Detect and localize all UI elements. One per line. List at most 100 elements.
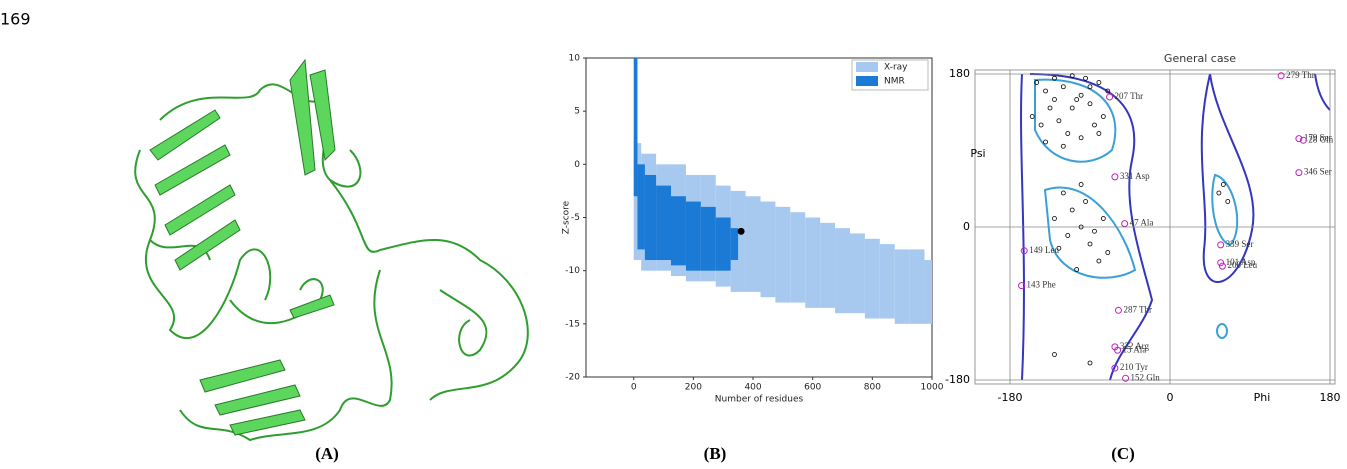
residue-range <box>775 206 791 303</box>
y-tick-label: 0 <box>574 160 580 170</box>
residue-range <box>790 212 806 303</box>
outlier-label: 143 Phe <box>1027 280 1056 290</box>
x-axis-label: Number of residues <box>715 395 804 405</box>
residue-range <box>671 196 686 266</box>
residue-range <box>909 249 925 324</box>
outlier-label: 152 Gln <box>1131 372 1161 382</box>
x-tick-label: 180 <box>1320 391 1341 404</box>
outlier-label: 339 Ser <box>1226 239 1254 249</box>
residue-point <box>1069 73 1075 79</box>
legend-swatch <box>856 76 878 86</box>
y-tick-label: 0 <box>963 220 970 233</box>
x-tick-label: 600 <box>804 383 821 393</box>
outlier-point <box>1114 346 1122 354</box>
protein-strands <box>149 58 336 436</box>
outlier-point <box>1121 220 1129 228</box>
chart-title: General case <box>1164 52 1236 65</box>
legend-swatch <box>856 62 878 72</box>
x-axis-label: Phi <box>1254 391 1271 404</box>
outlier-point <box>1020 247 1028 255</box>
outlier-label: 28 Gln <box>1308 134 1333 144</box>
y-tick-label: -180 <box>945 373 970 386</box>
outlier-label: 149 Leu <box>1029 245 1059 255</box>
residue-point <box>1078 92 1084 98</box>
residue-point <box>1096 258 1102 264</box>
residue-point <box>1043 88 1048 94</box>
x-tick-label: 800 <box>864 383 881 393</box>
residue-range <box>685 201 701 271</box>
residue-point <box>1105 88 1111 94</box>
residue-point <box>1065 233 1071 238</box>
residue-point <box>1216 190 1222 196</box>
outlier-point <box>1299 136 1307 144</box>
query-point <box>737 227 745 235</box>
residue-point <box>1083 199 1088 204</box>
y-tick-label: 180 <box>949 67 970 80</box>
outlier-point <box>1111 364 1119 372</box>
outlier-point <box>1106 93 1114 101</box>
residue-point <box>1056 118 1062 124</box>
residue-point <box>1029 114 1035 119</box>
residue-point <box>1078 135 1084 141</box>
residue-point <box>1096 80 1102 85</box>
x-tick-label: 0 <box>1167 391 1174 404</box>
residue-point <box>1043 139 1048 145</box>
residue-point <box>1060 143 1066 149</box>
residue-point <box>1225 199 1231 204</box>
residue-point <box>1105 250 1111 255</box>
residue-range <box>879 244 895 319</box>
y-tick-label: 10 <box>569 54 581 64</box>
outlier-point <box>1217 241 1225 249</box>
y-tick-label: -15 <box>565 319 580 329</box>
outlier-label: 279 Thr <box>1286 70 1315 80</box>
residue-point <box>1052 97 1057 102</box>
residue-range <box>730 228 739 261</box>
residue-point <box>1087 101 1093 107</box>
y-tick-label: 5 <box>574 107 580 117</box>
residue-point <box>1220 182 1226 187</box>
residue-point <box>1092 228 1097 234</box>
residue-range <box>633 58 638 197</box>
residue-point <box>1074 97 1080 102</box>
residue-range <box>760 201 776 298</box>
outlier-label: 322 Arg <box>1120 341 1150 351</box>
residue-point <box>1060 190 1066 196</box>
x-tick-label: 400 <box>744 383 761 393</box>
residue-point <box>1078 224 1084 230</box>
outlier-label: 101 Asn <box>1226 257 1256 267</box>
y-tick-label: -20 <box>565 373 580 383</box>
residue-range <box>835 228 850 314</box>
outlier-point <box>1122 374 1130 382</box>
residue-point <box>1096 131 1102 136</box>
residue-point <box>1087 84 1093 90</box>
residue-range <box>849 233 865 314</box>
residue-range <box>715 217 731 271</box>
outlier-label: 287 Thr <box>1123 304 1152 314</box>
outlier-point <box>1018 282 1026 290</box>
panel-label: (C) <box>1111 444 1135 463</box>
residue-point <box>1087 360 1093 366</box>
outlier-point <box>1111 173 1119 181</box>
residue-point <box>1083 75 1088 81</box>
outlier-point <box>1295 135 1303 143</box>
residue-point <box>1100 216 1106 221</box>
outlier-point <box>1114 306 1122 314</box>
panel-label: (A) <box>315 444 339 463</box>
legend-label: NMR <box>884 77 905 87</box>
legend-box <box>851 59 929 91</box>
residue-range <box>820 222 836 308</box>
residue-range <box>656 185 672 261</box>
outlier-label: 179 Ser <box>1304 133 1332 143</box>
residue-point <box>1052 216 1057 221</box>
residue-point <box>1056 245 1062 251</box>
outlier-label: 207 Thr <box>1115 91 1144 101</box>
outlier-label: 15 Ala <box>1123 344 1147 354</box>
ramachandran-contours <box>1020 73 1331 381</box>
y-tick-label: -10 <box>565 266 580 276</box>
outlier-point <box>1218 262 1226 270</box>
residue-point <box>1069 207 1075 213</box>
residue-range <box>745 196 761 292</box>
outlier-label: 200 Leu <box>1227 260 1257 270</box>
residue-range <box>637 164 645 250</box>
outlier-label: 47 Ala <box>1130 218 1154 228</box>
